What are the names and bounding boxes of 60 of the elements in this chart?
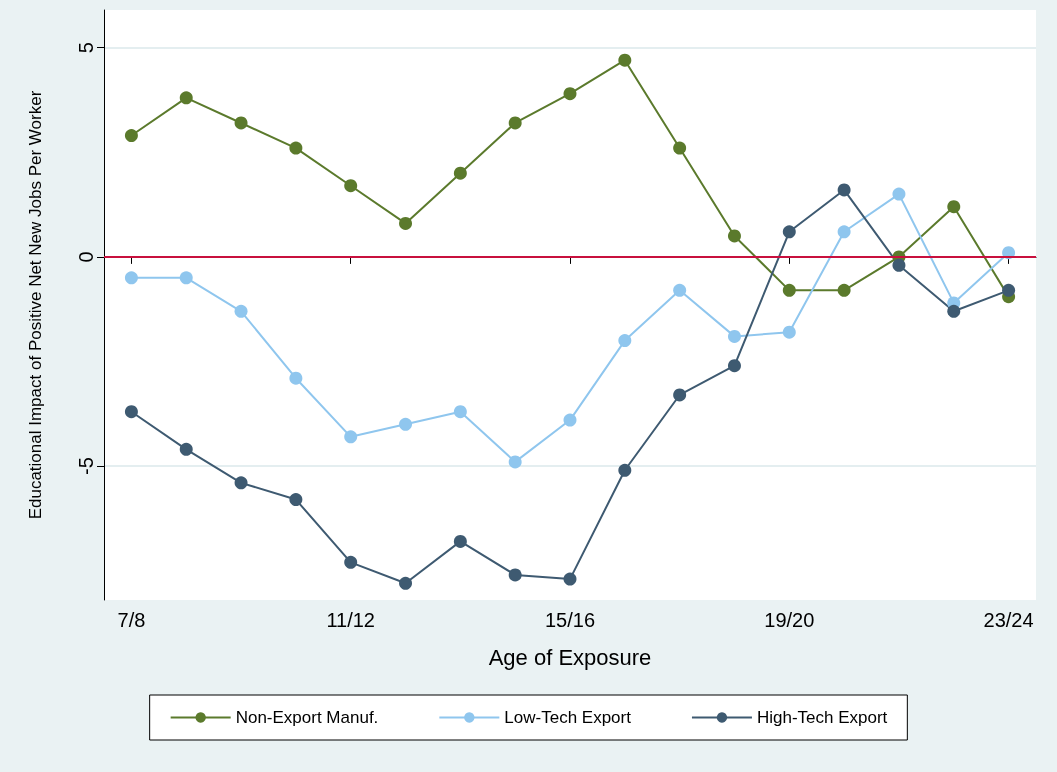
point <box>179 442 193 456</box>
legend-label: High-Tech Export <box>756 708 888 727</box>
point <box>947 200 961 214</box>
point <box>727 329 741 343</box>
point <box>673 283 687 297</box>
point <box>344 430 358 444</box>
point <box>234 116 248 130</box>
y-tick-label: 5 <box>75 42 97 54</box>
point <box>124 271 138 285</box>
point <box>399 417 413 431</box>
point <box>837 225 851 239</box>
point <box>453 166 467 180</box>
y-tick-label: 0 <box>75 251 97 263</box>
point <box>289 493 303 507</box>
y-axis-title: Educational Impact of Positive Net New Jobs Per Worker <box>26 90 45 520</box>
x-axis-title: Age of Exposure <box>488 644 652 670</box>
point <box>892 187 906 201</box>
point <box>179 91 193 105</box>
point <box>947 304 961 318</box>
point <box>508 116 522 130</box>
point <box>399 576 413 590</box>
point <box>837 183 851 197</box>
point <box>618 334 632 348</box>
x-tick-label: 11/12 <box>326 609 375 631</box>
x-tick-label: 15/16 <box>544 609 596 631</box>
point <box>673 141 687 155</box>
point <box>673 388 687 402</box>
point <box>782 225 796 239</box>
point <box>563 413 577 427</box>
point <box>508 568 522 582</box>
point <box>508 455 522 469</box>
point <box>563 572 577 586</box>
point <box>344 179 358 193</box>
point <box>234 476 248 490</box>
point <box>727 229 741 243</box>
point <box>344 555 358 569</box>
point <box>453 534 467 548</box>
x-tick-label: 7/8 <box>117 609 146 631</box>
point <box>124 405 138 419</box>
point <box>453 405 467 419</box>
x-tick-label: 23/24 <box>983 609 1034 631</box>
point <box>234 304 248 318</box>
point <box>782 283 796 297</box>
point <box>782 325 796 339</box>
y-tick-label: -5 <box>75 457 97 475</box>
point <box>179 271 193 285</box>
point <box>892 258 906 272</box>
point <box>618 463 632 477</box>
point <box>289 141 303 155</box>
x-tick-label: 19/20 <box>764 609 815 631</box>
point <box>837 283 851 297</box>
point <box>618 53 632 67</box>
point <box>289 371 303 385</box>
point <box>124 129 138 143</box>
point <box>399 216 413 230</box>
point <box>563 87 577 101</box>
legend-label: Non-Export Manuf. <box>235 708 379 727</box>
point <box>727 359 741 373</box>
point <box>1002 283 1016 297</box>
legend-label: Low-Tech Export <box>504 708 632 727</box>
